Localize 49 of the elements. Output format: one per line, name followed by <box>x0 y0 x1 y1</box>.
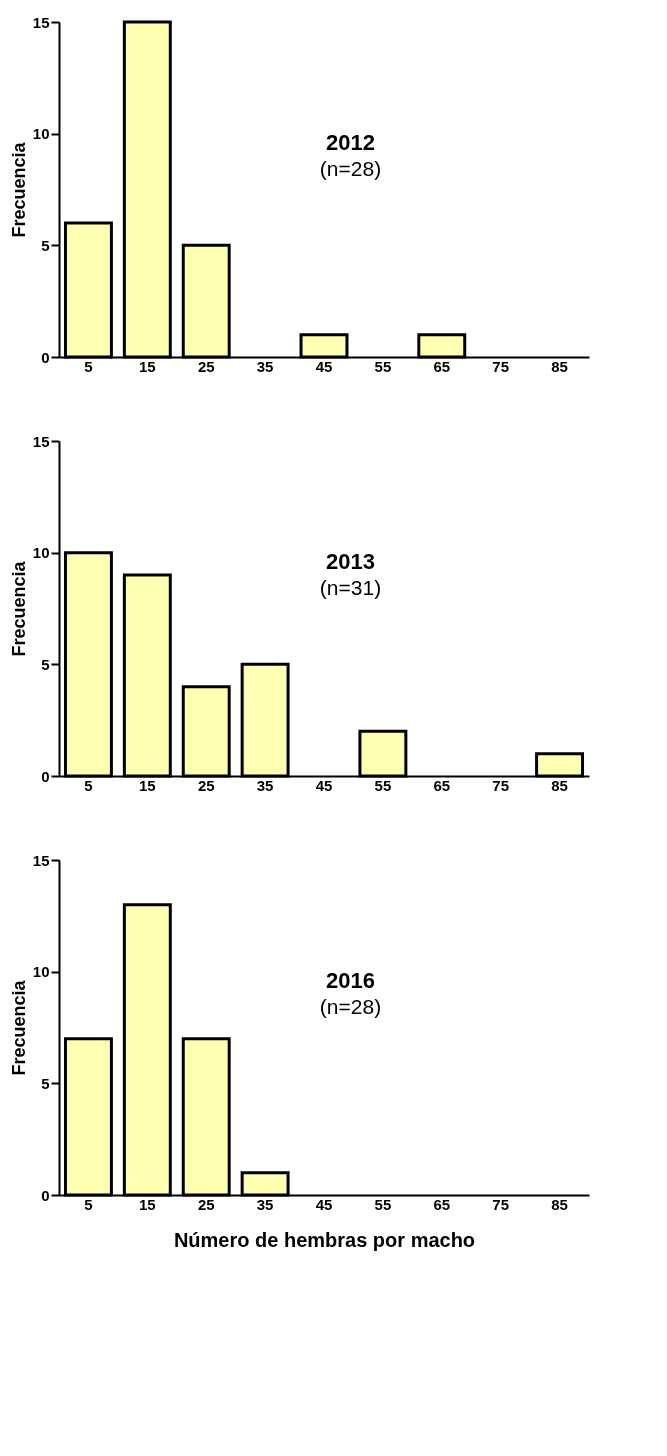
y-axis-title: Frecuencia <box>8 560 29 657</box>
x-tick-label: 35 <box>256 1195 274 1213</box>
annotation: (n=31) <box>319 575 382 599</box>
x-tick-label: 55 <box>374 357 392 375</box>
x-tick-label: 65 <box>433 776 451 794</box>
x-tick-label: 65 <box>433 1195 451 1213</box>
x-tick-label: 25 <box>197 1195 215 1213</box>
y-tick-label: 0 <box>41 767 50 785</box>
annotation: 2016 <box>326 967 375 993</box>
y-tick-label: 15 <box>32 432 50 450</box>
x-tick-label: 45 <box>315 776 333 794</box>
x-tick-label: 15 <box>138 357 156 375</box>
x-axis-title: Número de hembras por macho <box>173 1228 476 1251</box>
x-tick-label: 75 <box>492 357 510 375</box>
x-tick-label: 75 <box>492 1195 510 1213</box>
y-tick-label: 10 <box>32 544 50 562</box>
x-tick-label: 65 <box>433 357 451 375</box>
y-tick-label: 5 <box>41 655 50 673</box>
x-tick-label: 25 <box>197 357 215 375</box>
x-tick-label: 45 <box>315 1195 333 1213</box>
y-tick-label: 15 <box>32 851 50 869</box>
x-tick-label: 55 <box>374 776 392 794</box>
x-tick-label: 5 <box>84 776 93 794</box>
x-tick-label: 45 <box>315 357 333 375</box>
x-tick-label: 15 <box>138 1195 156 1213</box>
y-tick-label: 0 <box>41 1186 50 1204</box>
x-tick-label: 75 <box>492 776 510 794</box>
annotation: (n=28) <box>319 994 382 1018</box>
y-tick-label: 5 <box>41 236 50 254</box>
annotation: 2012 <box>326 129 375 155</box>
x-tick-label: 35 <box>256 776 274 794</box>
x-tick-label: 55 <box>374 1195 392 1213</box>
x-tick-label: 85 <box>551 357 568 375</box>
annotation: 2013 <box>326 548 375 574</box>
y-axis-title: Frecuencia <box>8 979 29 1076</box>
y-tick-label: 10 <box>32 963 50 981</box>
y-tick-label: 15 <box>32 13 50 31</box>
x-tick-label: 85 <box>551 1195 568 1213</box>
y-tick-label: 10 <box>32 125 50 143</box>
x-tick-label: 5 <box>84 357 93 375</box>
y-tick-label: 0 <box>41 348 50 366</box>
x-tick-label: 15 <box>138 776 156 794</box>
y-tick-label: 5 <box>41 1074 50 1092</box>
x-tick-label: 25 <box>197 776 215 794</box>
x-tick-label: 85 <box>551 776 568 794</box>
y-axis-title: Frecuencia <box>8 141 29 238</box>
x-tick-label: 5 <box>84 1195 93 1213</box>
annotation: (n=28) <box>319 156 382 180</box>
x-tick-label: 35 <box>256 357 274 375</box>
